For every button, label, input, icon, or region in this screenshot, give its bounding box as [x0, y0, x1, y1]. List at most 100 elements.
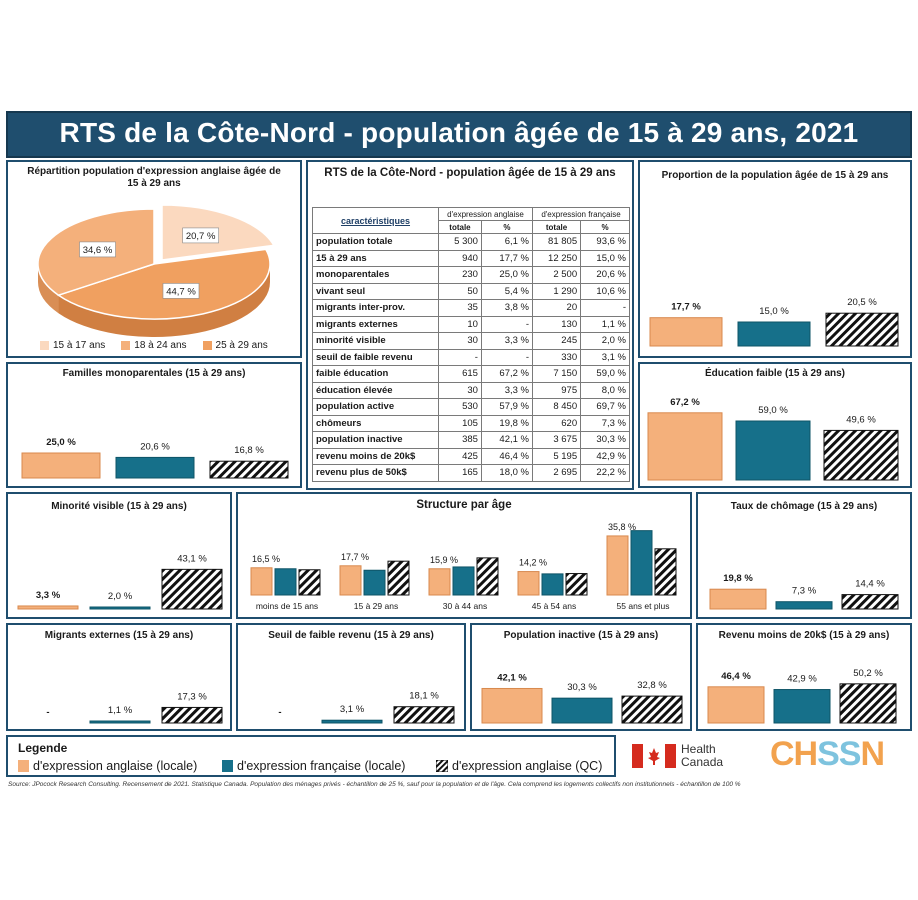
- table-row: éducation élevée 30 3,3 % 975 8,0 %: [312, 381, 630, 399]
- bar-0: [17, 605, 79, 610]
- table-row: migrants inter-prov. 35 3,8 % 20-: [312, 299, 630, 317]
- table-cell-en-total: 5 300: [438, 233, 482, 251]
- table-cell-fr-pct: 7,3 %: [580, 414, 630, 432]
- table-cell-fr-total: 1 290: [531, 282, 582, 300]
- structure-category-label: 45 à 54 ans: [532, 601, 576, 611]
- pie-side: [38, 264, 59, 314]
- table-cell-fr-total: 975: [531, 381, 582, 399]
- table-cell-fr-total: 7 150: [531, 365, 582, 383]
- structure-bar: [517, 571, 540, 596]
- table-cell-en-pct: 42,1 %: [480, 431, 533, 449]
- structure-category-label: 55 ans et plus: [617, 601, 670, 611]
- structure-category-label: 15 à 29 ans: [354, 601, 398, 611]
- bar-2: [209, 460, 289, 479]
- proportion-title: Proportion de la population âgée de 15 à…: [661, 170, 889, 181]
- table-cell-en-pct: 19,8 %: [480, 414, 533, 432]
- bar-1: [551, 697, 613, 724]
- bar-0: [649, 317, 723, 347]
- sub-en-total: totale: [438, 220, 482, 234]
- table-title: RTS de la Côte-Nord - population âgée de…: [324, 167, 616, 179]
- table-cell-fr-pct: 3,1 %: [580, 348, 630, 366]
- bar-1: [775, 601, 833, 610]
- bar-2: [393, 706, 455, 724]
- seuil-title: Seuil de faible revenu (15 à 29 ans): [268, 630, 434, 641]
- seuil-chart: - 3,1 % 18,1 %: [278, 691, 455, 724]
- legend-swatch-25-29: [202, 341, 212, 350]
- table-cell-en-pct: 5,4 %: [480, 282, 533, 300]
- proportion-chart: 17,7 % 15,0 % 20,5 %: [649, 297, 899, 347]
- page-title: RTS de la Côte-Nord - population âgée de…: [59, 117, 859, 148]
- table-cell-label: faible éducation: [312, 365, 439, 383]
- table-cell-en-pct: 3,3 %: [480, 332, 533, 350]
- structure-panel: Structure par âge 16,5 % moins de 15 ans 1…: [236, 492, 692, 619]
- table-cell-en-total: 940: [438, 249, 482, 267]
- table-cell-label: chômeurs: [312, 414, 439, 432]
- inactive-panel: Population inactive (15 à 29 ans) 42,1 %…: [470, 623, 692, 731]
- structure-value-label: 14,2 %: [519, 558, 547, 568]
- bar-2: [621, 695, 683, 724]
- table-cell-fr-pct: 15,0 %: [580, 249, 630, 267]
- table-cell-fr-total: 3 675: [531, 431, 582, 449]
- structure-bar: [541, 573, 564, 596]
- revenu-title: Revenu moins de 20k$ (15 à 29 ans): [718, 630, 890, 641]
- stats-table: caractéristiques d'expression anglaise d…: [312, 207, 631, 482]
- bar-label-2: 18,1 %: [409, 691, 439, 702]
- bar-1: [89, 606, 151, 610]
- table-cell-en-pct: 18,0 %: [480, 464, 533, 482]
- bar-0: [21, 452, 101, 479]
- source-note: Source: JPocock Research Consulting. Rec…: [8, 781, 741, 788]
- legend-item-english-local: d'expression anglaise (locale): [18, 759, 197, 773]
- structure-bar: [565, 573, 588, 596]
- legend-label-english-qc: d'expression anglaise (QC): [452, 759, 603, 773]
- structure-bar: [606, 535, 629, 596]
- pie-label-box: [182, 227, 219, 244]
- table-cell-fr-total: 8 450: [531, 398, 582, 416]
- col-fr-header: d'expression française: [531, 207, 631, 221]
- revenu-panel: Revenu moins de 20k$ (15 à 29 ans) 46,4 …: [696, 623, 912, 731]
- table-cell-en-pct: 3,3 %: [480, 381, 533, 399]
- table-row: chômeurs 105 19,8 % 620 7,3 %: [312, 414, 630, 432]
- legend-title: Legende: [18, 741, 68, 755]
- table-cell-label: seuil de faible revenu: [312, 348, 439, 366]
- table-cell-en-pct: 17,7 %: [480, 249, 533, 267]
- bar-label-0: 25,0 %: [46, 437, 76, 448]
- bar-0: [707, 686, 765, 724]
- table-cell-label: minorité visible: [312, 332, 439, 350]
- structure-value-label: 17,7 %: [341, 552, 369, 562]
- migrants-title: Migrants externes (15 à 29 ans): [44, 630, 194, 641]
- bar-label-0: 46,4 %: [721, 671, 751, 682]
- table-row: migrants externes 10-130 1,1 %: [312, 315, 630, 333]
- pie-label-box: [162, 283, 200, 299]
- pie-legend-1: 18 à 24 ans: [134, 340, 187, 351]
- table-cell-fr-pct: 22,2 %: [580, 464, 630, 482]
- table-cell-en-pct: -: [480, 315, 533, 333]
- table-cell-en-total: 165: [438, 464, 482, 482]
- table-cell-label: revenu moins de 20k$: [312, 447, 439, 465]
- structure-bar: [452, 566, 475, 596]
- col-char-label: caractéristiques: [340, 215, 411, 226]
- seuil-panel: Seuil de faible revenu (15 à 29 ans) - 3,…: [236, 623, 466, 731]
- revenu-chart: 46,4 % 42,9 % 50,2 %: [707, 668, 897, 724]
- table-cell-label: 15 à 29 ans: [312, 249, 439, 267]
- canada-flag-icon: [632, 744, 676, 768]
- monoparentales-panel: Familles monoparentales (15 à 29 ans) 25…: [6, 362, 302, 488]
- bar-label-1: 30,3 %: [567, 682, 597, 693]
- bar-1: [735, 420, 811, 481]
- table-cell-en-total: 30: [438, 381, 482, 399]
- legend-box: Legende d'expression anglaise (locale) d…: [6, 735, 616, 777]
- table-cell-en-pct: 6,1 %: [480, 233, 533, 251]
- structure-bar: [387, 560, 410, 596]
- table-cell-fr-total: 2 500: [531, 266, 582, 284]
- sub-fr-total: totale: [531, 220, 582, 234]
- sub-fr-pct: %: [580, 220, 630, 234]
- sub-en-pct: %: [480, 220, 533, 234]
- table-cell-en-total: 105: [438, 414, 482, 432]
- table-cell-en-total: 615: [438, 365, 482, 383]
- structure-category-label: 30 à 44 ans: [443, 601, 487, 611]
- table-cell-fr-pct: 10,6 %: [580, 282, 630, 300]
- table-cell-en-total: 35: [438, 299, 482, 317]
- bar-label-1: 20,6 %: [140, 441, 170, 452]
- table-cell-fr-pct: -: [580, 299, 630, 317]
- table-cell-fr-pct: 20,6 %: [580, 266, 630, 284]
- table-cell-label: vivant seul: [312, 282, 439, 300]
